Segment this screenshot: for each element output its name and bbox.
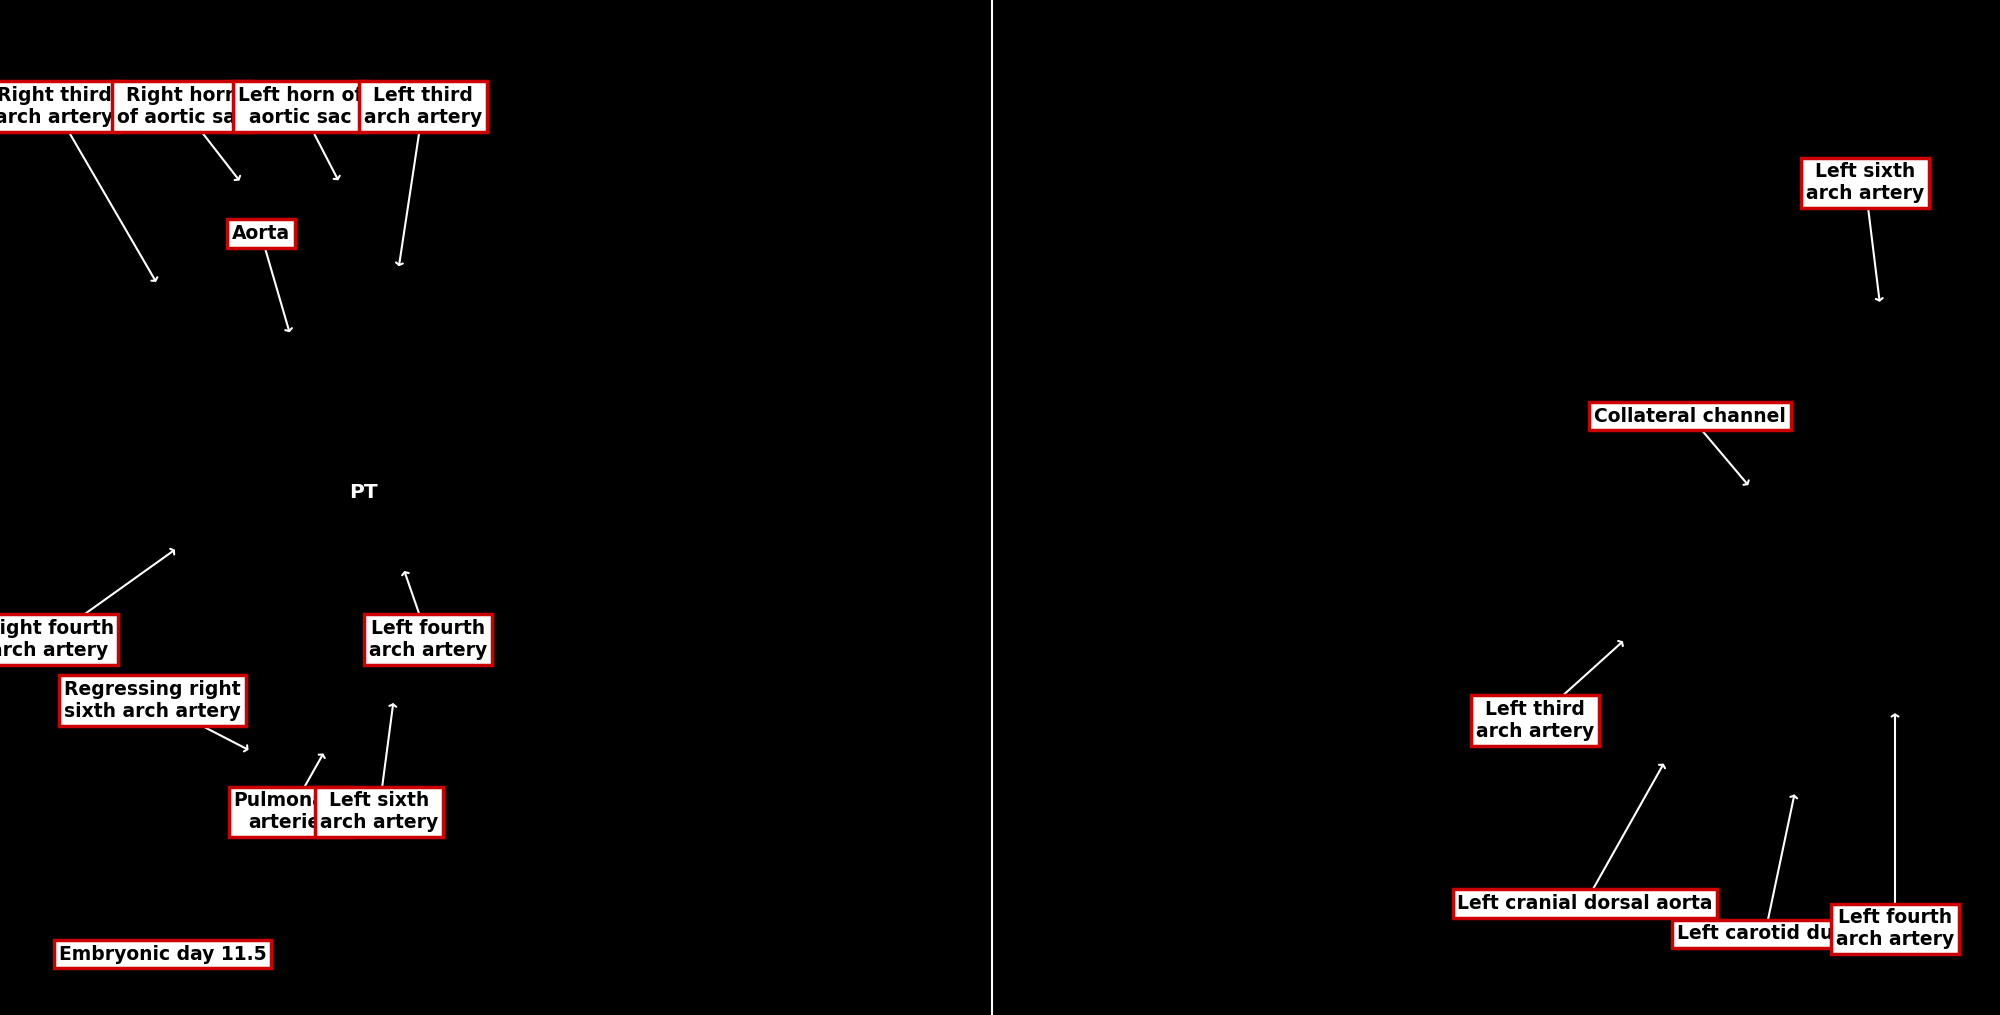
Text: Right horn
of aortic sac: Right horn of aortic sac: [118, 86, 248, 127]
Text: Left sixth
arch artery: Left sixth arch artery: [1806, 162, 1924, 203]
Text: Left third
arch artery: Left third arch artery: [1476, 700, 1594, 741]
Text: Left cranial dorsal aorta: Left cranial dorsal aorta: [1458, 894, 1712, 912]
Text: Left fourth
arch artery: Left fourth arch artery: [1836, 908, 1954, 949]
Text: Left third
arch artery: Left third arch artery: [364, 86, 482, 127]
Text: Right third
arch artery: Right third arch artery: [0, 86, 114, 127]
Text: Left fourth
arch artery: Left fourth arch artery: [368, 619, 488, 660]
Text: Left horn of
aortic sac: Left horn of aortic sac: [238, 86, 362, 127]
Text: PT: PT: [350, 483, 378, 501]
Text: Left sixth
arch artery: Left sixth arch artery: [320, 792, 438, 832]
Text: Right fourth
arch artery: Right fourth arch artery: [0, 619, 114, 660]
Text: Aorta: Aorta: [232, 224, 290, 243]
Text: Collateral channel: Collateral channel: [1594, 407, 1786, 425]
Text: Left carotid duct: Left carotid duct: [1676, 925, 1854, 943]
Text: Embryonic day 11.5: Embryonic day 11.5: [60, 945, 266, 963]
Text: Pulmonary
arteries: Pulmonary arteries: [234, 792, 348, 832]
Text: Regressing right
sixth arch artery: Regressing right sixth arch artery: [64, 680, 240, 721]
